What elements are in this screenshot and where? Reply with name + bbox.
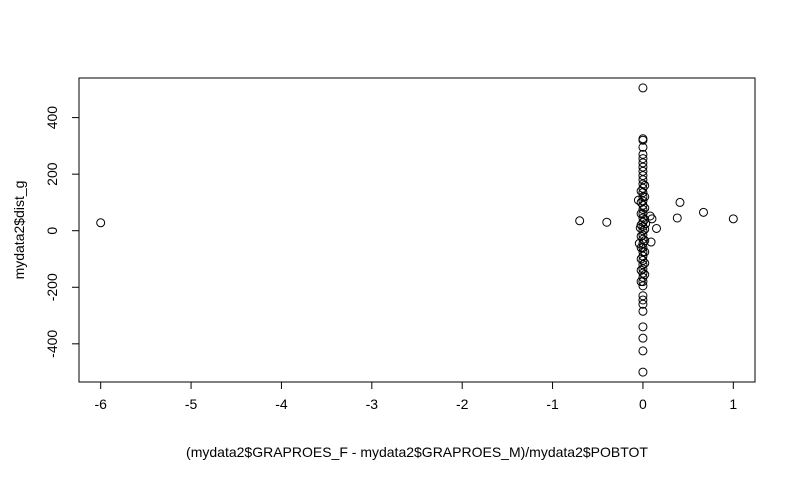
data-point <box>638 135 648 145</box>
data-point <box>672 213 682 223</box>
x-axis-title: (mydata2$GRAPROES_F - mydata2$GRAPROES_M… <box>186 444 648 460</box>
data-point <box>636 209 646 219</box>
x-tick-label: 0 <box>639 396 647 412</box>
x-tick-label: -6 <box>94 396 107 412</box>
data-point <box>638 367 648 377</box>
data-point <box>638 281 648 291</box>
data-point <box>638 333 648 343</box>
data-point <box>636 197 646 207</box>
data-points <box>96 83 738 377</box>
x-tick-label: -1 <box>546 396 559 412</box>
x-tick-label: -2 <box>456 396 469 412</box>
data-point <box>638 295 648 305</box>
y-tick-label: -200 <box>44 273 60 301</box>
data-point <box>636 265 646 275</box>
data-point <box>636 254 646 264</box>
data-point <box>638 299 648 309</box>
y-tick-label: 200 <box>44 162 60 186</box>
data-point <box>96 218 106 228</box>
data-point <box>635 223 645 233</box>
x-tick-label: -5 <box>185 396 198 412</box>
data-point <box>636 277 646 287</box>
data-point <box>675 197 685 207</box>
data-point <box>638 142 648 152</box>
data-point <box>651 223 661 233</box>
data-point <box>636 231 646 241</box>
x-axis: -6 -5 -4 -3 -2 -1 0 1 <box>94 381 737 412</box>
data-point <box>636 243 646 253</box>
data-point <box>575 216 585 226</box>
x-tick-label: -4 <box>275 396 288 412</box>
x-tick-label: 1 <box>729 396 737 412</box>
x-tick-label: -3 <box>366 396 379 412</box>
data-point <box>638 83 648 93</box>
data-point <box>698 207 708 217</box>
y-tick-label: 0 <box>44 227 60 235</box>
y-axis-title: mydata2$dist_g <box>11 181 27 280</box>
data-point <box>728 214 738 224</box>
data-point <box>638 346 648 356</box>
data-point <box>636 186 646 196</box>
y-tick-label: -400 <box>44 330 60 358</box>
y-tick-label: 400 <box>44 106 60 130</box>
plot-frame <box>78 77 756 383</box>
data-point <box>640 203 650 213</box>
data-point <box>647 214 657 224</box>
y-axis: -400 -200 0 200 400 <box>44 106 80 358</box>
data-point <box>602 217 612 227</box>
data-point <box>638 306 648 316</box>
data-point <box>638 322 648 332</box>
data-point <box>640 180 650 190</box>
